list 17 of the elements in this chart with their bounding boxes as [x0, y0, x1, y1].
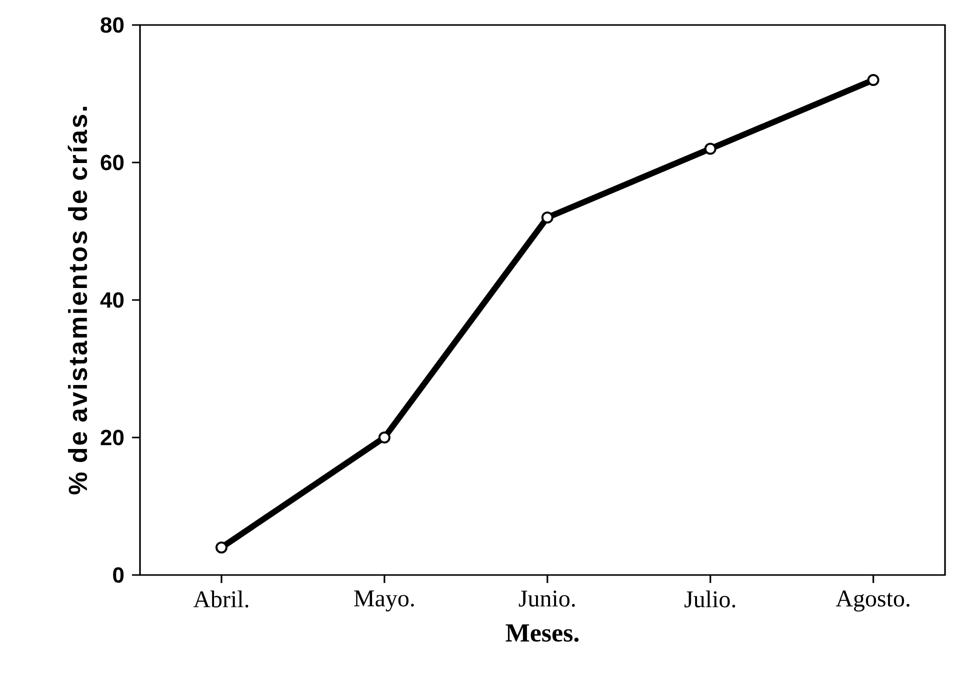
- point: [541, 211, 554, 224]
- x-tick-label: Julio.: [684, 590, 736, 608]
- x-axis-title: Meses.: [506, 624, 579, 642]
- x-tick-label: Mayo.: [354, 590, 414, 612]
- point: [378, 431, 390, 444]
- x-tick-label: Agosto.: [836, 590, 910, 612]
- y-tick-label: 80: [100, 17, 124, 33]
- x-tick-label: Abril.: [193, 590, 248, 608]
- y-tick-label: 20: [100, 430, 124, 446]
- point: [867, 74, 880, 86]
- y-tick-label: 60: [100, 154, 124, 170]
- y-tick-label: 0: [113, 567, 124, 583]
- point: [215, 541, 228, 554]
- y-tick-label: 40: [100, 292, 124, 308]
- point: [704, 142, 716, 155]
- x-tick-label: Junio.: [518, 590, 575, 607]
- y-axis-title: % de avistamientos de crías.: [68, 106, 88, 494]
